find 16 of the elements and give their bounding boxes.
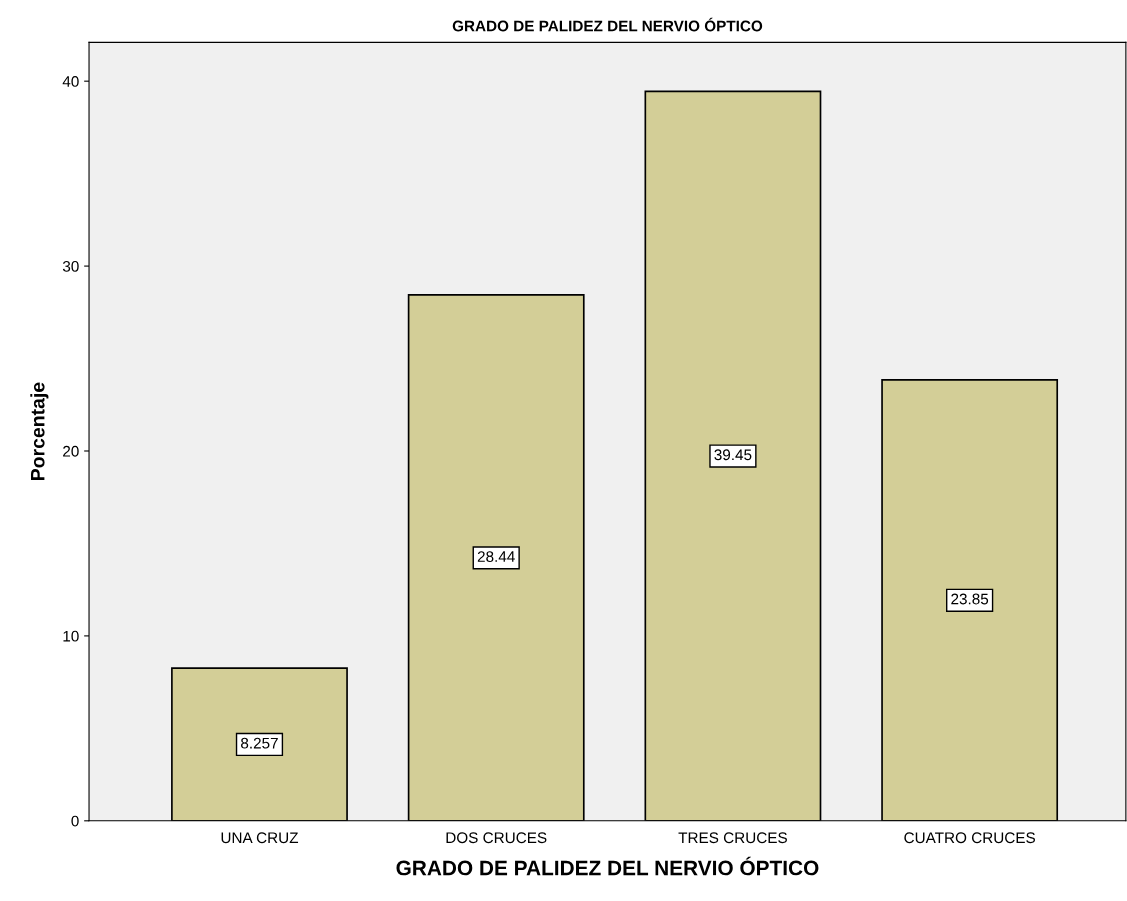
y-tick-label: 0 bbox=[71, 815, 79, 827]
x-tick-label: DOS CRUCES bbox=[446, 832, 547, 844]
y-tick-label: 30 bbox=[62, 260, 79, 272]
y-tick-label: 10 bbox=[63, 630, 79, 642]
y-axis-title: Porcentaje bbox=[30, 382, 49, 480]
data-label: 23.85 bbox=[951, 593, 989, 605]
data-label: 28.44 bbox=[477, 551, 515, 562]
y-tick-label: 20 bbox=[63, 445, 79, 457]
y-tick-label: 40 bbox=[62, 76, 79, 87]
x-tick-label: CUATRO CRUCES bbox=[904, 832, 1035, 844]
x-axis-title: GRADO DE PALIDEZ DEL NERVIO ÓPTICO bbox=[396, 856, 819, 876]
data-label: 8.257 bbox=[241, 737, 278, 749]
data-label: 39.45 bbox=[714, 449, 752, 461]
x-tick-label: UNA CRUZ bbox=[221, 832, 299, 844]
x-tick-label: TRES CRUCES bbox=[678, 832, 787, 844]
chart-title: GRADO DE PALIDEZ DEL NERVIO ÓPTICO bbox=[452, 17, 763, 32]
